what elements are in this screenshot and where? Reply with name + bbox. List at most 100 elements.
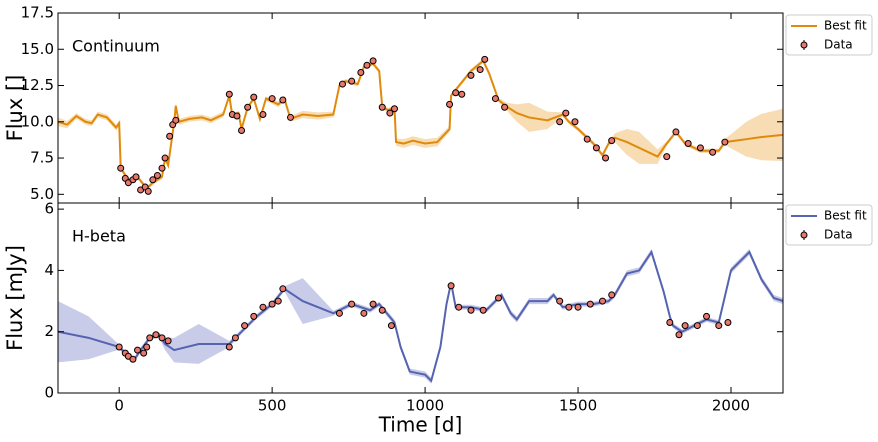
data-point (115, 343, 123, 351)
y-tick-label: 12.5 (21, 76, 54, 94)
data-point (286, 113, 294, 121)
data-point (357, 68, 365, 76)
x-axis-label: Time [d] (378, 413, 463, 437)
data-point (363, 61, 371, 69)
data-point (360, 309, 368, 317)
data-point (166, 132, 174, 140)
y-tick-label: 10.0 (21, 112, 54, 130)
data-point (501, 103, 509, 111)
data-point (447, 282, 455, 290)
data-point (338, 80, 346, 88)
uncertainty-band (58, 248, 783, 384)
y-axis-label: Flux [mJy] (3, 245, 27, 351)
data-point (571, 118, 579, 126)
data-point (225, 90, 233, 98)
data-point (599, 297, 607, 305)
data-point (259, 303, 267, 311)
fit-line (58, 249, 783, 383)
data-point (161, 154, 169, 162)
data-point (369, 300, 377, 308)
x-tick-label: 500 (258, 397, 287, 415)
x-tick-label: 2000 (712, 397, 750, 415)
data-point (675, 331, 683, 339)
data-point (233, 112, 241, 120)
y-tick-label: 5.0 (30, 185, 54, 203)
data-point (481, 55, 489, 63)
data-point (586, 300, 594, 308)
data-point (152, 331, 160, 339)
data-point (386, 109, 394, 117)
data-point (231, 334, 239, 342)
data-point (238, 126, 246, 134)
data-point (556, 118, 564, 126)
data-point (268, 95, 276, 103)
x-tick-label: 0 (114, 397, 124, 415)
data-point (129, 355, 137, 363)
data-point (134, 346, 142, 354)
data-point (666, 319, 674, 327)
data-point (225, 343, 233, 351)
data-point (132, 173, 140, 181)
y-tick-label: 2 (44, 322, 54, 340)
data-point (602, 154, 610, 162)
plot-frame (57, 12, 784, 204)
data-point (378, 103, 386, 111)
data-point (144, 187, 152, 195)
data-point (696, 144, 704, 152)
data-point (703, 312, 711, 320)
data-point (244, 103, 252, 111)
data-point (495, 294, 503, 302)
data-point (467, 306, 475, 314)
data-point (724, 319, 732, 327)
plot-frame (57, 202, 784, 394)
y-tick-label: 4 (44, 261, 54, 279)
data-point (592, 144, 600, 152)
data-point (335, 309, 343, 317)
data-point (565, 303, 573, 311)
x-tick-label: 1500 (559, 397, 597, 415)
data-point (274, 297, 282, 305)
data-point (158, 334, 166, 342)
data-point (476, 66, 484, 74)
data-point (241, 322, 249, 330)
data-point (164, 337, 172, 345)
data-point (146, 334, 154, 342)
data-point (390, 105, 398, 113)
data-point (721, 138, 729, 146)
fit-line (58, 59, 783, 190)
data-point (663, 153, 671, 161)
plot (58, 55, 783, 195)
plot (58, 248, 783, 384)
data-point (458, 90, 466, 98)
legend-label: Best fit (824, 19, 867, 33)
data-point (715, 322, 723, 330)
y-tick-label: 6 (44, 200, 54, 218)
data-point (140, 349, 148, 357)
data-point (259, 111, 267, 119)
data-point (117, 164, 125, 172)
y-tick-label: 0 (44, 384, 54, 402)
data-point (387, 322, 395, 330)
uncertainty-band (58, 58, 783, 191)
data-point (556, 297, 564, 305)
data-point (446, 100, 454, 108)
data-point (378, 306, 386, 314)
y-axis-label: Flux [] (3, 75, 27, 142)
data-point (153, 171, 161, 179)
data-point (172, 116, 180, 124)
data-point (491, 95, 499, 103)
data-point (348, 300, 356, 308)
data-point (684, 140, 692, 148)
data-point (250, 93, 258, 101)
x-tick-label: 1000 (406, 397, 444, 415)
data-point (608, 137, 616, 145)
legend-marker (800, 41, 808, 49)
data-point (279, 285, 287, 293)
y-tick-label: 15.0 (21, 40, 54, 58)
data-point (143, 343, 151, 351)
data-point (452, 89, 460, 97)
legend-marker (800, 231, 808, 239)
panel-annotation: H-beta (72, 227, 126, 246)
data-point (279, 96, 287, 104)
